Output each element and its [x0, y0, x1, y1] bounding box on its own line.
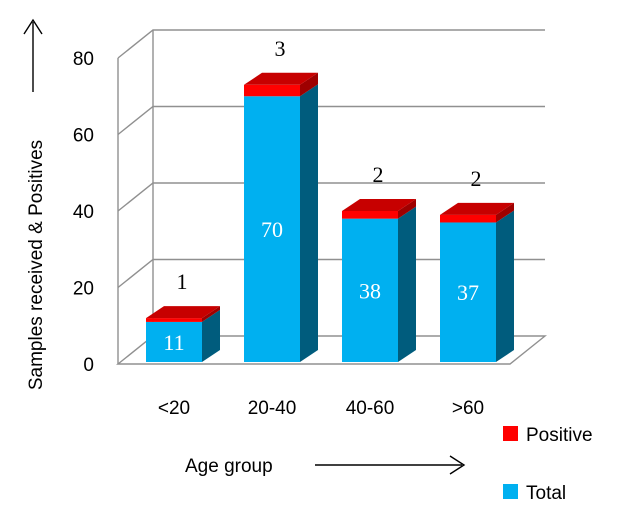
legend-label-positive: Positive — [526, 425, 593, 446]
bar-total-side — [202, 309, 220, 362]
x-axis-label: Age group — [185, 456, 273, 477]
x-tick-label: >60 — [452, 398, 484, 419]
bar-positive-top — [440, 202, 514, 215]
floor — [116, 335, 547, 365]
legend-item-positive: Positive — [503, 425, 593, 446]
bar-positive — [146, 318, 202, 322]
legend-swatch-positive — [503, 426, 518, 441]
x-axis-arrow-icon — [315, 455, 466, 475]
data-label-total: 38 — [359, 278, 381, 303]
x-axis-ticks: <20 20-40 40-60 >60 — [158, 398, 484, 419]
bar-positive-side — [300, 72, 318, 97]
data-label-total: 11 — [163, 330, 184, 355]
bar-group: 38 2 — [342, 162, 416, 362]
data-label-positive: 2 — [471, 166, 482, 191]
y-tick-label: 0 — [83, 355, 94, 376]
bar-positive — [244, 84, 300, 97]
bar-group: 37 2 — [440, 166, 514, 362]
gridline — [117, 29, 545, 59]
y-tick-label: 80 — [73, 49, 94, 70]
legend-label-total: Total — [526, 483, 566, 504]
legend-swatch-total — [503, 484, 518, 499]
y-tick-label: 60 — [73, 126, 94, 147]
bar-positive-side — [496, 202, 514, 223]
bar-total — [440, 222, 496, 362]
bar-total — [342, 218, 398, 362]
legend: Positive Total — [503, 425, 593, 504]
bar-positive — [342, 211, 398, 219]
bar-positive-top — [342, 199, 416, 211]
y-tick-label: 40 — [73, 202, 94, 223]
bar-total — [146, 321, 202, 362]
data-label-positive: 3 — [275, 36, 286, 61]
gridlines — [116, 29, 547, 365]
bar-positive-side — [398, 199, 416, 219]
bar-total-side — [300, 84, 318, 362]
legend-item-total: Total — [503, 483, 566, 504]
bar-group: 70 3 — [244, 36, 318, 362]
bar-total — [244, 96, 300, 362]
bar-positive — [440, 214, 496, 223]
data-label-total: 70 — [261, 217, 283, 242]
y-axis-ticks: 0 20 40 60 80 — [73, 49, 94, 376]
y-tick-label: 20 — [73, 279, 94, 300]
bar-group: 111 — [146, 269, 220, 362]
x-tick-label: 20-40 — [248, 398, 297, 419]
gridline — [117, 105, 545, 136]
bar-positive-top — [146, 306, 220, 319]
bar-total-side — [398, 206, 416, 362]
data-label-positive: 1 — [177, 269, 188, 294]
y-axis-label: Samples received & Positives — [26, 140, 47, 390]
bar-total-side — [496, 210, 514, 362]
x-tick-label: 40-60 — [346, 398, 395, 419]
y-axis-arrow-icon — [23, 18, 43, 92]
bar-positive-top — [244, 72, 318, 85]
x-tick-label: <20 — [158, 398, 190, 419]
data-label-total: 37 — [457, 280, 479, 305]
data-label-positive: 2 — [373, 162, 384, 187]
bar-positive-side — [202, 306, 220, 322]
